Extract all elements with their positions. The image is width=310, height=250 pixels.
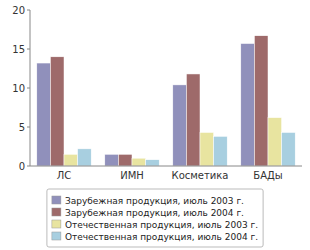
legend: Зарубежная продукция, июль 2003 г. Зарубе…	[47, 189, 263, 247]
x-tick-label: ЛС	[57, 170, 72, 181]
bar	[132, 158, 146, 166]
bar	[282, 132, 296, 166]
y-tick-label: 10	[12, 83, 25, 94]
bar	[105, 154, 119, 166]
y-tick-label: 5	[19, 122, 25, 133]
bar	[186, 74, 200, 166]
bar	[78, 149, 92, 166]
x-tick-label: БАДы	[253, 170, 282, 181]
legend-swatch	[52, 196, 61, 204]
legend-frame	[47, 189, 263, 247]
y-tick-label: 20	[12, 5, 25, 16]
y-tick	[27, 10, 30, 11]
legend-swatch	[52, 232, 61, 240]
legend-label: Зарубежная продукция, июль 2003 г.	[65, 196, 244, 206]
y-tick	[27, 88, 30, 89]
bar	[173, 85, 187, 166]
legend-label: Отечественная продукция, июль 2003 г.	[65, 220, 258, 230]
bar	[214, 136, 228, 166]
y-tick-label: 15	[12, 44, 25, 55]
bar	[64, 154, 78, 166]
bar	[37, 63, 51, 166]
legend-swatch	[52, 220, 61, 228]
bar	[50, 57, 64, 166]
bar	[241, 44, 255, 166]
bar	[254, 36, 268, 166]
y-tick	[27, 166, 30, 167]
x-axis	[30, 166, 302, 167]
y-tick	[27, 49, 30, 50]
legend-swatch	[52, 208, 61, 216]
bars	[37, 36, 295, 166]
x-tick-label: ИМН	[120, 170, 144, 181]
legend-label: Зарубежная продукция, июль 2004 г.	[65, 208, 244, 218]
bar	[268, 118, 282, 166]
bar	[118, 154, 132, 166]
bar	[200, 132, 214, 166]
bar	[146, 160, 160, 166]
y-tick	[27, 127, 30, 128]
legend-label: Отечественная продукция, июль 2004 г.	[65, 232, 258, 242]
y-tick-label: 0	[19, 161, 25, 172]
x-tick-label: Косметика	[172, 170, 229, 181]
chart: 0 5 10 15 20 ЛС ИМН Косметика БАДы Зарубежная про…	[0, 0, 310, 250]
